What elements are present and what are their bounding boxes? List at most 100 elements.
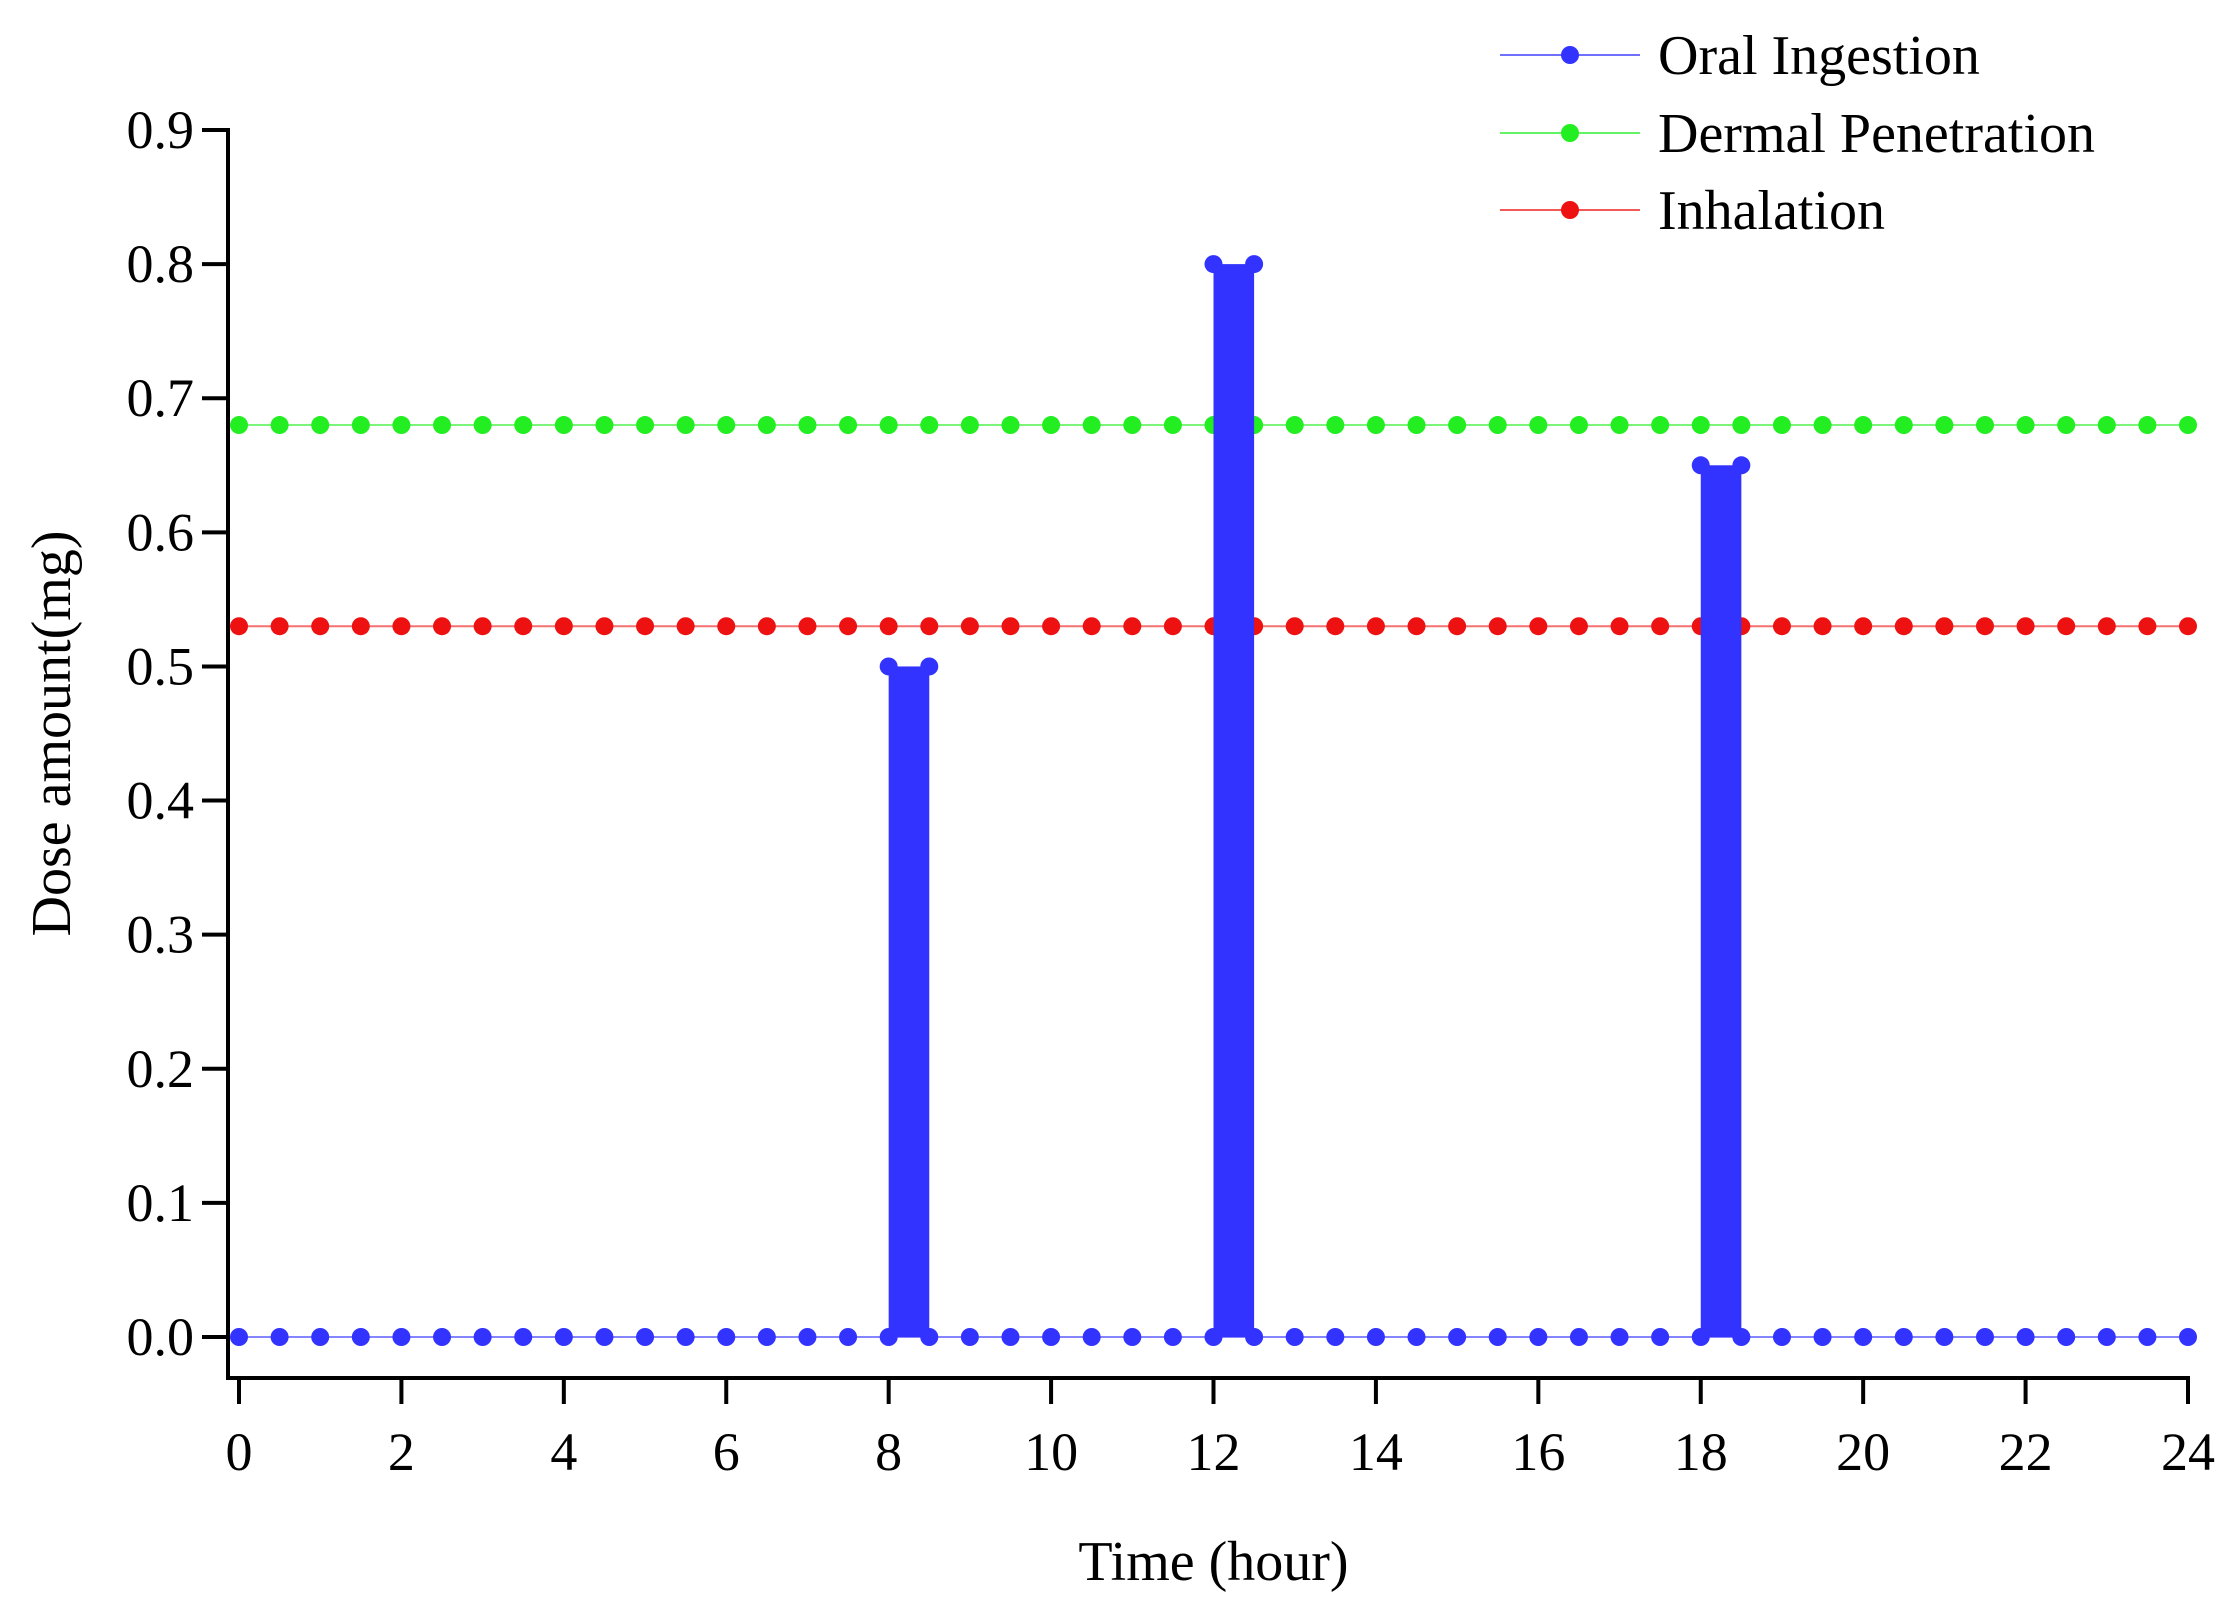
x-ticks: 0 2 4 6 8 10 12 14 16 18 20 22 24: [226, 1378, 2215, 1482]
data-point: [554, 416, 573, 435]
data-point: [1894, 416, 1913, 435]
data-point: [1001, 416, 1020, 435]
y-tick-label: 0.2: [127, 1039, 195, 1099]
data-point: [1975, 617, 1994, 636]
data-point: [1245, 1328, 1264, 1346]
data-point: [1204, 1328, 1223, 1346]
data-point: [1163, 617, 1182, 636]
data-point: [1042, 617, 1061, 636]
data-point: [2016, 1328, 2035, 1346]
x-tick-label: 14: [1349, 1422, 1403, 1482]
data-point: [1732, 416, 1751, 435]
data-point: [1569, 617, 1588, 636]
y-tick-label: 0.6: [127, 502, 195, 562]
data-point: [1326, 1328, 1345, 1346]
series-dermal-penetration: [230, 416, 2197, 435]
data-point: [879, 1328, 898, 1346]
legend-item-inhalation: Inhalation: [1500, 180, 1885, 242]
y-tick-label: 0.5: [127, 636, 195, 696]
data-point: [392, 416, 411, 435]
data-point: [1488, 617, 1507, 636]
data-point: [1569, 1328, 1588, 1346]
data-point: [2016, 617, 2035, 636]
data-point: [798, 416, 817, 435]
data-point: [1285, 617, 1304, 636]
series-layer: [230, 255, 2197, 1346]
data-point: [920, 416, 939, 435]
data-point: [1082, 617, 1101, 636]
data-point: [1813, 617, 1832, 636]
data-point: [1082, 416, 1101, 435]
data-point: [514, 1328, 533, 1346]
data-point: [2179, 416, 2197, 435]
data-point: [879, 617, 898, 636]
data-point: [1691, 416, 1710, 435]
x-tick-label: 22: [1999, 1422, 2053, 1482]
data-point: [2016, 416, 2035, 435]
y-tick-label: 0.4: [127, 771, 195, 831]
legend: Oral Ingestion Dermal Penetration Inhalati…: [1500, 25, 2095, 242]
data-point: [960, 1328, 979, 1346]
data-point: [2057, 617, 2076, 636]
data-point: [1529, 416, 1548, 435]
y-ticks: 0.0 0.1 0.2 0.3 0.4 0.5 0.6 0.7 0.8 0.9: [127, 100, 228, 1367]
data-point: [514, 617, 533, 636]
data-point: [1975, 1328, 1994, 1346]
data-point: [839, 416, 858, 435]
y-tick-label: 0.8: [127, 234, 195, 294]
data-point: [1691, 1328, 1710, 1346]
data-point: [351, 617, 370, 636]
data-point: [1935, 1328, 1954, 1346]
legend-marker: [1561, 46, 1579, 64]
data-point: [1488, 416, 1507, 435]
data-point: [1488, 1328, 1507, 1346]
data-point: [1651, 1328, 1670, 1346]
data-point: [433, 1328, 452, 1346]
data-point: [1366, 1328, 1385, 1346]
data-point: [636, 1328, 655, 1346]
data-point: [1285, 1328, 1304, 1346]
data-point: [879, 416, 898, 435]
data-point: [798, 617, 817, 636]
data-point: [1366, 416, 1385, 435]
data-point: [1732, 1328, 1751, 1346]
data-point: [960, 617, 979, 636]
data-point: [311, 416, 330, 435]
x-axis-title: Time (hour): [1078, 1531, 1348, 1593]
data-point: [595, 416, 614, 435]
data-point: [717, 416, 736, 435]
data-point: [636, 617, 655, 636]
data-point: [960, 416, 979, 435]
data-point: [1529, 617, 1548, 636]
data-point: [1935, 416, 1954, 435]
data-point: [1651, 416, 1670, 435]
data-point: [270, 617, 289, 636]
data-point: [1123, 617, 1142, 636]
data-point: [1854, 1328, 1873, 1346]
data-point: [920, 657, 939, 676]
dose-bar: [888, 666, 930, 1337]
data-point: [2097, 617, 2116, 636]
data-point: [514, 416, 533, 435]
data-point: [2179, 1328, 2197, 1346]
data-point: [554, 617, 573, 636]
data-point: [839, 617, 858, 636]
data-point: [1813, 1328, 1832, 1346]
data-point: [1772, 1328, 1791, 1346]
data-point: [230, 416, 248, 435]
data-point: [1448, 1328, 1467, 1346]
data-point: [920, 1328, 939, 1346]
data-point: [757, 617, 776, 636]
data-point: [2138, 1328, 2157, 1346]
data-point: [311, 617, 330, 636]
data-point: [1610, 617, 1629, 636]
x-tick-label: 12: [1187, 1422, 1241, 1482]
data-point: [2138, 617, 2157, 636]
dose-bar: [1213, 264, 1255, 1338]
data-point: [1854, 416, 1873, 435]
data-point: [839, 1328, 858, 1346]
data-point: [1285, 416, 1304, 435]
data-point: [636, 416, 655, 435]
